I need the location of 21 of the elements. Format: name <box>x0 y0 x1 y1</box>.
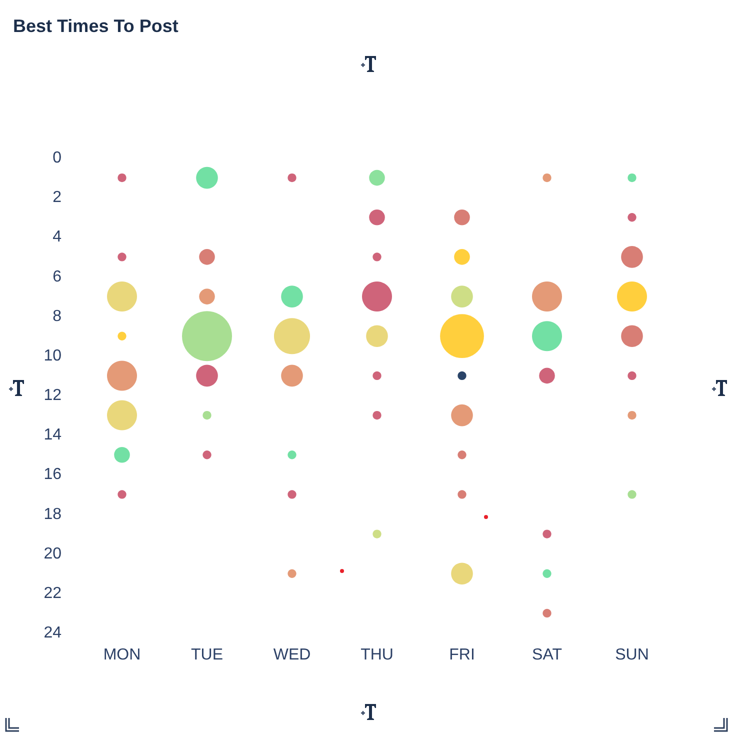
y-tick-label: 18 <box>44 506 62 523</box>
x-tick-label: MON <box>103 646 141 664</box>
y-tick-label: 20 <box>44 545 62 562</box>
y-tick-label: 10 <box>44 347 62 364</box>
y-tick-label: 4 <box>52 228 62 246</box>
y-tick-label: 16 <box>44 466 62 484</box>
x-tick-label: TUE <box>191 646 223 664</box>
y-tick-label: 6 <box>52 268 62 286</box>
y-tick-label: 2 <box>52 189 62 206</box>
y-tick-label: 14 <box>44 426 62 444</box>
y-tick-label: 0 <box>52 150 62 166</box>
y-tick-label: 24 <box>44 624 62 642</box>
x-tick-label: SAT <box>532 646 562 664</box>
x-tick-label: WED <box>273 646 311 664</box>
y-tick-label: 8 <box>52 308 62 325</box>
y-tick-label: 12 <box>44 387 62 404</box>
x-tick-label: SUN <box>615 646 649 664</box>
y-tick-label: 22 <box>44 584 62 602</box>
x-tick-label: FRI <box>449 646 475 664</box>
x-tick-label: THU <box>360 646 394 664</box>
chart-title: Best Times To Post <box>13 16 178 36</box>
